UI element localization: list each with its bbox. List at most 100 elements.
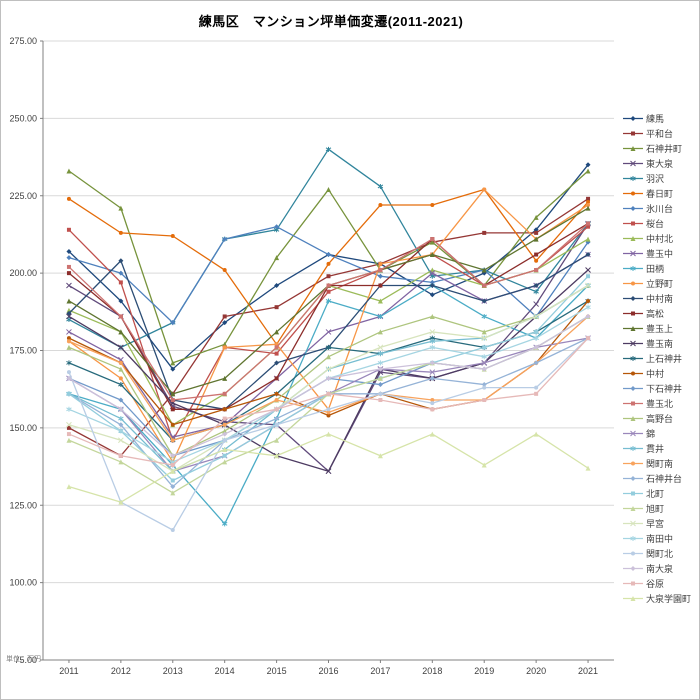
legend-swatch (623, 506, 643, 511)
y-axis-tick-label: 250.00 (9, 113, 37, 123)
marker-circle (118, 376, 123, 381)
marker-diamond (118, 270, 124, 276)
marker-diamond (481, 298, 487, 304)
marker-x (481, 335, 488, 341)
marker-square (631, 311, 635, 316)
x-axis-tick-label: 2021 (578, 666, 598, 676)
marker-triangle (630, 236, 636, 241)
marker-square (326, 274, 331, 279)
marker-x (533, 313, 539, 320)
marker-asterisk (630, 536, 636, 541)
legend-item: 関町南 (623, 456, 691, 471)
marker-triangle (222, 447, 228, 453)
marker-asterisk (533, 289, 539, 295)
marker-square (118, 453, 123, 458)
legend-label: 上石神井 (646, 354, 683, 364)
marker-asterisk (377, 183, 384, 189)
marker-diamond (533, 283, 539, 289)
legend-label: 中村南 (646, 294, 674, 304)
marker-square (66, 264, 71, 269)
marker-triangle (429, 252, 435, 258)
legend-item: 早宮 (623, 516, 691, 531)
marker-asterisk (118, 428, 124, 434)
marker-circle (170, 233, 175, 238)
marker-circle (534, 258, 539, 263)
marker-diamond (630, 116, 636, 121)
series-31 (66, 336, 591, 468)
marker-triangle (274, 453, 280, 459)
legend-item: 豊玉上 (623, 321, 691, 336)
marker-diamond (533, 344, 539, 350)
marker-circle (66, 370, 71, 375)
marker-square (118, 314, 123, 319)
legend-swatch (623, 520, 643, 527)
marker-circle (170, 528, 175, 533)
marker-asterisk (630, 446, 636, 451)
marker-diamond (118, 406, 124, 412)
marker-square (631, 581, 635, 586)
legend-swatch (623, 311, 643, 316)
marker-triangle (66, 344, 72, 350)
marker-circle (430, 398, 435, 403)
legend-item: 東大泉 (623, 156, 691, 171)
marker-diamond (377, 382, 383, 388)
marker-circle (274, 398, 279, 403)
marker-circle (378, 391, 383, 396)
marker-circle (631, 461, 635, 466)
legend-swatch (623, 131, 643, 136)
marker-x (325, 366, 332, 372)
marker-x (630, 520, 636, 527)
x-axis-tick-label: 2019 (474, 666, 494, 676)
marker-circle (631, 281, 635, 286)
marker-circle (222, 268, 227, 273)
marker-diamond (585, 162, 591, 168)
marker-triangle (118, 499, 124, 505)
legend-label: 氷川台 (646, 204, 674, 214)
marker-diamond (118, 422, 124, 428)
marker-triangle (533, 236, 539, 242)
legend-label: 石神井町 (646, 144, 683, 154)
marker-diamond (585, 252, 591, 258)
marker-diamond (429, 360, 435, 366)
legend-item: 豊玉北 (623, 396, 691, 411)
marker-diamond (630, 296, 636, 301)
marker-triangle (377, 375, 383, 381)
series-line (68, 315, 589, 494)
legend-swatch (623, 476, 643, 481)
marker-square (222, 453, 227, 458)
marker-diamond (118, 258, 124, 264)
marker-x (630, 430, 636, 437)
marker-square (326, 283, 331, 288)
marker-triangle (630, 506, 636, 511)
marker-circle (326, 261, 331, 266)
marker-triangle (533, 431, 539, 437)
series-32 (66, 431, 591, 505)
marker-x (630, 160, 636, 167)
marker-diamond (481, 382, 487, 388)
legend-item: 羽沢 (623, 171, 691, 186)
legend-label: 高野台 (646, 414, 674, 424)
marker-circle (66, 336, 71, 341)
legend-label: 下石神井 (646, 384, 683, 394)
marker-asterisk (481, 354, 487, 360)
legend-item: 練馬 (623, 111, 691, 126)
marker-square (326, 289, 331, 294)
legend-swatch (623, 596, 643, 601)
legend-label: 春日町 (646, 189, 674, 199)
legend-item: 下石神井 (623, 381, 691, 396)
legend-swatch (623, 401, 643, 406)
x-axis-tick-label: 2016 (318, 666, 338, 676)
marker-diamond (429, 292, 435, 298)
legend-label: 旭町 (646, 504, 665, 514)
legend-label: 豊玉中 (646, 249, 674, 259)
marker-square (482, 345, 487, 350)
legend-swatch (623, 340, 643, 347)
series-line (68, 188, 589, 463)
marker-x (630, 250, 636, 257)
marker-square (586, 336, 591, 341)
marker-triangle (170, 391, 176, 397)
chart-title: 練馬区 マンション坪単価変遷(2011-2021) (198, 14, 464, 29)
legend-item: 大泉学園町 (623, 591, 691, 606)
legend-swatch (623, 581, 643, 586)
legend-label: 中村北 (646, 234, 674, 244)
